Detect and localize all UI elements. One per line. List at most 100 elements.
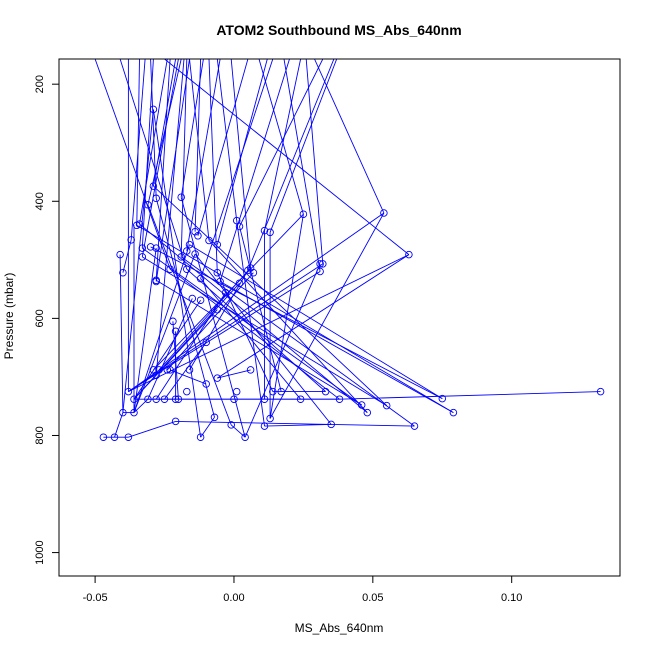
profile-segment-58	[208, 59, 218, 273]
profile-segment-50	[136, 59, 140, 226]
profile-segment-91	[216, 272, 274, 392]
profile-segment-56	[200, 59, 274, 279]
data-point-6	[327, 420, 335, 429]
profile-segment-19	[339, 391, 601, 400]
profile-segment-45	[305, 59, 324, 264]
data-point-31	[183, 387, 191, 396]
data-point-77	[213, 240, 222, 249]
data-point-12	[449, 408, 458, 417]
data-point-14	[119, 408, 127, 417]
profile-segment-103	[180, 197, 246, 438]
data-point-83	[266, 228, 274, 237]
profile-segment-96	[194, 253, 332, 425]
y-tick-label: 600	[34, 309, 46, 327]
data-point-32	[232, 387, 241, 396]
profile-segment-98	[208, 240, 368, 413]
profile-segment-5	[175, 420, 415, 427]
profile-segment-24	[122, 109, 154, 413]
profile-segment-3	[200, 417, 215, 438]
profile-segment-83	[139, 223, 368, 413]
data-point-36	[202, 380, 210, 388]
data-point-52	[235, 279, 244, 287]
profile-segment-78	[166, 272, 254, 371]
data-point-74	[152, 244, 160, 252]
data-point-41	[166, 366, 174, 374]
data-point-72	[183, 247, 191, 255]
profile-segment-86	[150, 246, 443, 399]
profile-segment-104	[269, 214, 304, 419]
profile-segment-47	[230, 59, 252, 269]
data-point-40	[163, 366, 172, 374]
data-point-4	[241, 433, 249, 441]
data-point-86	[135, 220, 144, 228]
data-point-21	[152, 395, 160, 403]
x-tick-label: 0.10	[501, 592, 522, 604]
data-point-9	[171, 417, 180, 426]
profile-segment-106	[244, 263, 321, 438]
data-point-35	[321, 387, 330, 396]
profile-segment-34	[197, 59, 249, 236]
data-point-11	[266, 414, 274, 423]
data-point-28	[335, 395, 344, 403]
data-point-43	[246, 366, 255, 374]
data-point-58	[213, 268, 222, 277]
data-point-53	[216, 277, 224, 286]
data-point-91	[152, 194, 160, 203]
data-point-89	[380, 209, 388, 217]
data-point-61	[166, 265, 174, 273]
profile-segment-46	[247, 59, 335, 271]
data-point-46	[171, 327, 180, 336]
profile-segment-25	[122, 239, 132, 273]
y-tick-label: 200	[34, 75, 46, 93]
data-point-44	[152, 371, 160, 379]
x-tick-label: 0.00	[223, 592, 244, 604]
data-point-50	[196, 296, 205, 304]
data-point-87	[232, 216, 241, 225]
data-point-15	[130, 408, 138, 417]
data-point-56	[196, 274, 205, 283]
data-point-42	[185, 366, 194, 374]
data-point-24	[174, 395, 183, 403]
data-point-57	[119, 268, 127, 277]
data-point-71	[191, 250, 199, 258]
profile-segment-92	[239, 226, 282, 392]
profile-segment-73	[128, 271, 321, 392]
data-point-29	[596, 387, 605, 396]
data-point-2	[124, 433, 133, 441]
data-point-75	[138, 244, 147, 252]
profile-segment-30	[155, 59, 190, 282]
profile-segment-99	[153, 185, 388, 406]
x-axis: -0.05 0.00 0.05 0.10	[83, 575, 522, 604]
chart-title: ATOM2 Southbound MS_Abs_640nm	[216, 22, 461, 38]
profile-segment-2	[128, 420, 176, 438]
data-point-47	[169, 317, 177, 326]
profile-segment-37	[216, 59, 238, 221]
profile-segment-55	[152, 59, 177, 187]
profile-segment-59	[155, 59, 185, 376]
profile-segment-75	[128, 212, 385, 392]
data-point-65	[319, 260, 327, 268]
profile-segment-38	[239, 59, 324, 227]
profile-segment-33	[194, 59, 202, 232]
profile-segment-88	[169, 268, 340, 400]
data-point-64	[316, 260, 324, 268]
data-point-16	[382, 401, 391, 410]
profile-segment-6	[264, 423, 332, 427]
profile-segment-101	[155, 198, 215, 418]
data-point-5	[410, 422, 419, 430]
data-point-22	[160, 395, 169, 403]
profile-segment-42	[314, 59, 385, 214]
data-point-23	[171, 395, 180, 403]
data-point-1	[110, 433, 119, 441]
profile-segment-29	[155, 59, 171, 281]
profile-segment-57	[219, 59, 290, 282]
data-point-73	[146, 243, 155, 251]
profile-segment-32	[186, 59, 221, 252]
profile-segment-79	[169, 369, 207, 385]
data-point-8	[227, 421, 235, 429]
profile-segment-48	[94, 59, 171, 270]
x-axis-label: MS_Abs_640nm	[295, 621, 384, 635]
data-point-62	[183, 265, 191, 273]
profile-segment-109	[219, 281, 454, 413]
